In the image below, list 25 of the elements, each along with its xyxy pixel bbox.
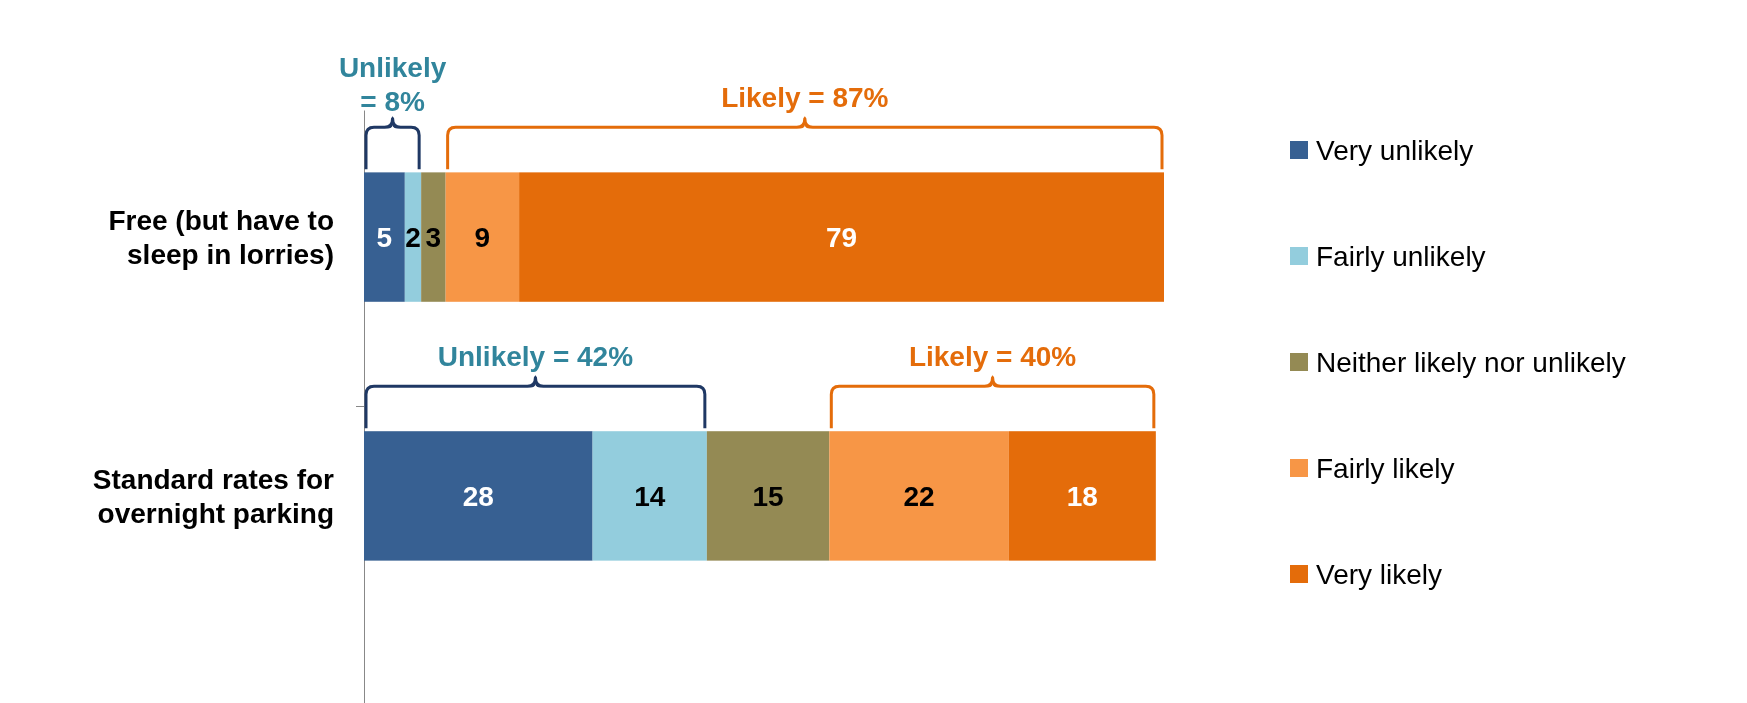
legend-label: Very likely — [1316, 559, 1443, 590]
data-label: 28 — [462, 480, 494, 512]
legend-label: Fairly unlikely — [1316, 241, 1486, 272]
annotation: Likely = 87% — [721, 82, 889, 114]
legend-label: Neither likely nor unlikely — [1316, 347, 1626, 378]
data-label: 22 — [903, 480, 935, 512]
legend-label: Fairly likely — [1316, 453, 1455, 484]
bar — [404, 172, 422, 302]
annotation: Unlikely = 42% — [437, 341, 634, 373]
legend-label: Very unlikely — [1316, 135, 1474, 166]
bar — [445, 172, 520, 302]
data-label: 5 — [376, 222, 393, 254]
data-label: 18 — [1066, 480, 1098, 512]
annotation: Unlikely = 8% — [338, 52, 447, 118]
data-label: 15 — [752, 480, 784, 512]
bar — [706, 431, 830, 561]
y-tick-label: Standard rates for overnight parking — [92, 463, 335, 529]
data-label: 3 — [425, 222, 442, 254]
data-label: 2 — [405, 222, 421, 254]
annotation: Likely = 40% — [908, 341, 1077, 373]
data-label: 9 — [474, 222, 491, 254]
data-label: 79 — [825, 222, 858, 254]
y-tick-label: Free (but have to sleep in lorries) — [108, 205, 334, 271]
data-label: 14 — [634, 480, 666, 512]
bar — [421, 172, 446, 302]
